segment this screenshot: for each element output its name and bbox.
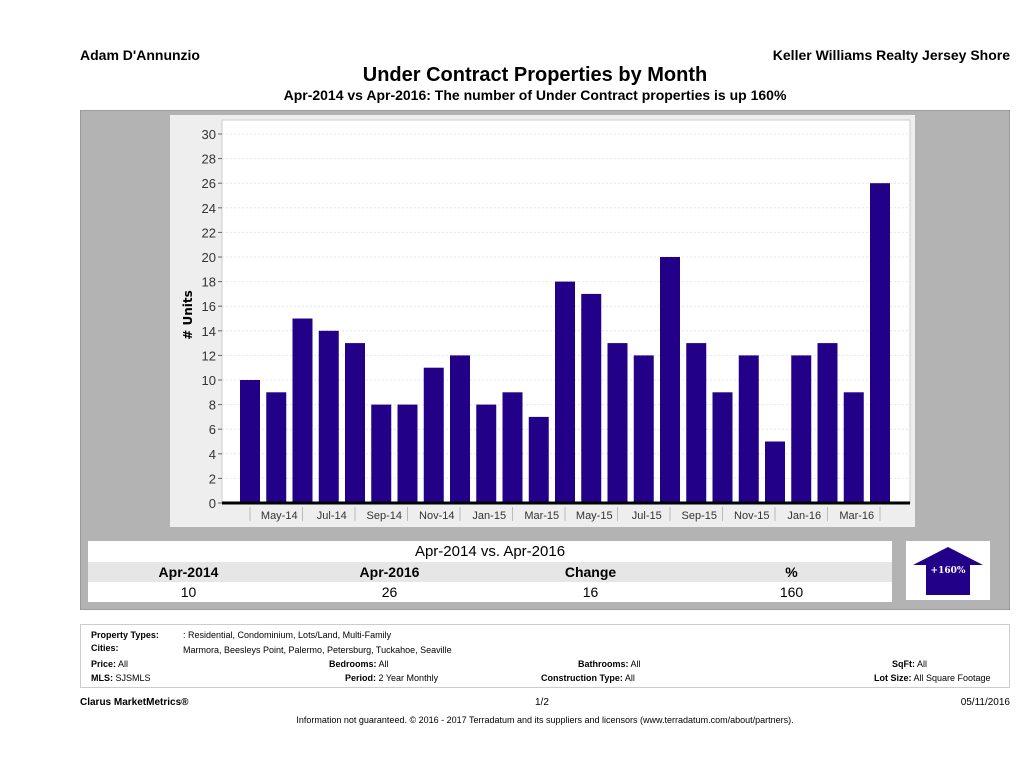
bar-Aug-15	[660, 257, 680, 503]
footer-brand: Clarus MarketMetrics®	[80, 697, 189, 708]
bar-Dec-15	[765, 441, 785, 503]
bar-Mar-16	[843, 392, 864, 503]
summary-table: Apr-2014 vs. Apr-2016 Apr-2014 Apr-2016 …	[88, 541, 892, 602]
property-types-value: : Residential, Condominium, Lots/Land, M…	[183, 630, 392, 640]
bar-Apr-16	[870, 183, 890, 503]
bar-Jul-15	[633, 355, 654, 503]
bar-Feb-15	[502, 392, 523, 503]
y-tick-label: 10	[202, 373, 216, 388]
bathrooms-label: Bathrooms:	[578, 659, 629, 669]
price-label: Price:	[91, 659, 117, 669]
report-date: 05/11/2016	[960, 697, 1010, 708]
y-tick-label: 26	[202, 176, 216, 191]
construction-label: Construction Type:	[541, 673, 623, 683]
summary-col-start: Apr-2014	[158, 564, 219, 580]
summary-val-start: 10	[180, 584, 197, 600]
summary-val-end: 26	[381, 584, 398, 600]
bar-Dec-14	[450, 355, 470, 503]
construction-value: All	[624, 673, 635, 683]
bar-Feb-16	[817, 343, 838, 503]
bar-Nov-14	[423, 367, 444, 503]
lotsize-label: Lot Size:	[874, 673, 912, 683]
period-label: Period:	[345, 673, 377, 683]
y-tick-label: 8	[209, 398, 216, 413]
x-tick-label: Mar-15	[524, 510, 559, 522]
y-tick-label: 12	[202, 348, 216, 363]
lotsize-value: All Square Footage	[913, 673, 991, 683]
filter-criteria: Property Types: : Residential, Condomini…	[80, 624, 1010, 688]
mls-value: SJSMLS	[115, 673, 151, 683]
y-tick-label: 30	[202, 127, 216, 142]
brokerage-name: Keller Williams Realty Jersey Shore	[772, 47, 1010, 63]
chart-subtitle: Apr-2014 vs Apr-2016: The number of Unde…	[283, 87, 787, 103]
chart-title: Under Contract Properties by Month	[362, 64, 708, 86]
bar-Jul-14	[318, 330, 339, 503]
bedrooms-value: All	[378, 659, 389, 669]
y-tick-label: 18	[202, 275, 216, 290]
bar-Jan-15	[476, 404, 497, 503]
cities-label: Cities:	[91, 643, 119, 653]
x-tick-label: Sep-15	[682, 510, 717, 522]
price-value: All	[118, 659, 129, 669]
bar-Sep-15	[686, 343, 707, 503]
x-tick-label: May-15	[576, 510, 613, 522]
bar-Apr-14	[240, 380, 260, 503]
bar-Apr-15	[555, 281, 575, 503]
summary-col-end: Apr-2016	[359, 564, 420, 580]
y-tick-label: 24	[202, 201, 216, 216]
x-tick-label: Jan-16	[787, 510, 821, 522]
y-tick-label: 16	[202, 299, 216, 314]
summary-val-change: 16	[582, 584, 599, 600]
bar-Jun-14	[292, 318, 313, 503]
summary-col-percent: %	[785, 564, 798, 580]
x-tick-label: Sep-14	[367, 510, 402, 522]
bar-Jun-15	[607, 343, 628, 503]
x-tick-label: Jul-14	[317, 510, 347, 522]
y-tick-label: 2	[209, 471, 216, 486]
y-tick-label: 14	[202, 324, 216, 339]
agent-name: Adam D'Annunzio	[80, 47, 200, 63]
bathrooms-value: All	[630, 659, 641, 669]
x-tick-label: Mar-16	[839, 510, 874, 522]
bar-Aug-14	[345, 343, 365, 503]
x-tick-label: May-14	[261, 510, 298, 522]
disclaimer: Information not guaranteed. © 2016 - 201…	[296, 715, 794, 725]
change-badge-label: +160%	[930, 566, 966, 576]
period-value: 2 Year Monthly	[378, 673, 439, 683]
bar-Sep-14	[371, 404, 392, 503]
summary-col-change: Change	[564, 564, 617, 580]
x-tick-label: Jul-15	[632, 510, 662, 522]
mls-label: MLS:	[91, 673, 113, 683]
x-tick-label: Nov-15	[734, 510, 769, 522]
property-types-label: Property Types:	[91, 630, 159, 640]
bar-Jan-16	[791, 355, 812, 503]
bar-Oct-15	[712, 392, 733, 503]
x-tick-label: Jan-15	[472, 510, 506, 522]
bar-Mar-15	[528, 416, 549, 503]
y-tick-label: 4	[209, 447, 216, 462]
bar-May-15	[581, 293, 602, 503]
bar-Nov-15	[738, 355, 759, 503]
cities-value: Marmora, Beesleys Point, Palermo, Peters…	[183, 645, 452, 655]
summary-val-percent: 160	[779, 584, 804, 600]
change-badge: +160%	[906, 541, 990, 600]
bar-Oct-14	[397, 404, 418, 503]
sqft-label: SqFt:	[892, 659, 915, 669]
bar-May-14	[266, 392, 287, 503]
y-axis-label: # Units	[181, 290, 195, 340]
y-tick-label: 0	[209, 496, 216, 511]
y-tick-label: 28	[202, 152, 216, 167]
y-tick-label: 6	[209, 422, 216, 437]
sqft-value: All	[917, 659, 928, 669]
y-tick-label: 20	[202, 250, 216, 265]
x-tick-label: Nov-14	[419, 510, 454, 522]
chart-area: 0 2 4 6 8 10 12 14 16 18 20 22 24 26 28 30 May-14 Jul-14 S…	[170, 115, 915, 527]
bedrooms-label: Bedrooms:	[329, 659, 377, 669]
up-arrow-icon	[913, 547, 983, 595]
y-tick-label: 22	[202, 225, 216, 240]
summary-heading: Apr-2014 vs. Apr-2016	[414, 543, 566, 560]
page-number: 1/2	[535, 697, 549, 708]
